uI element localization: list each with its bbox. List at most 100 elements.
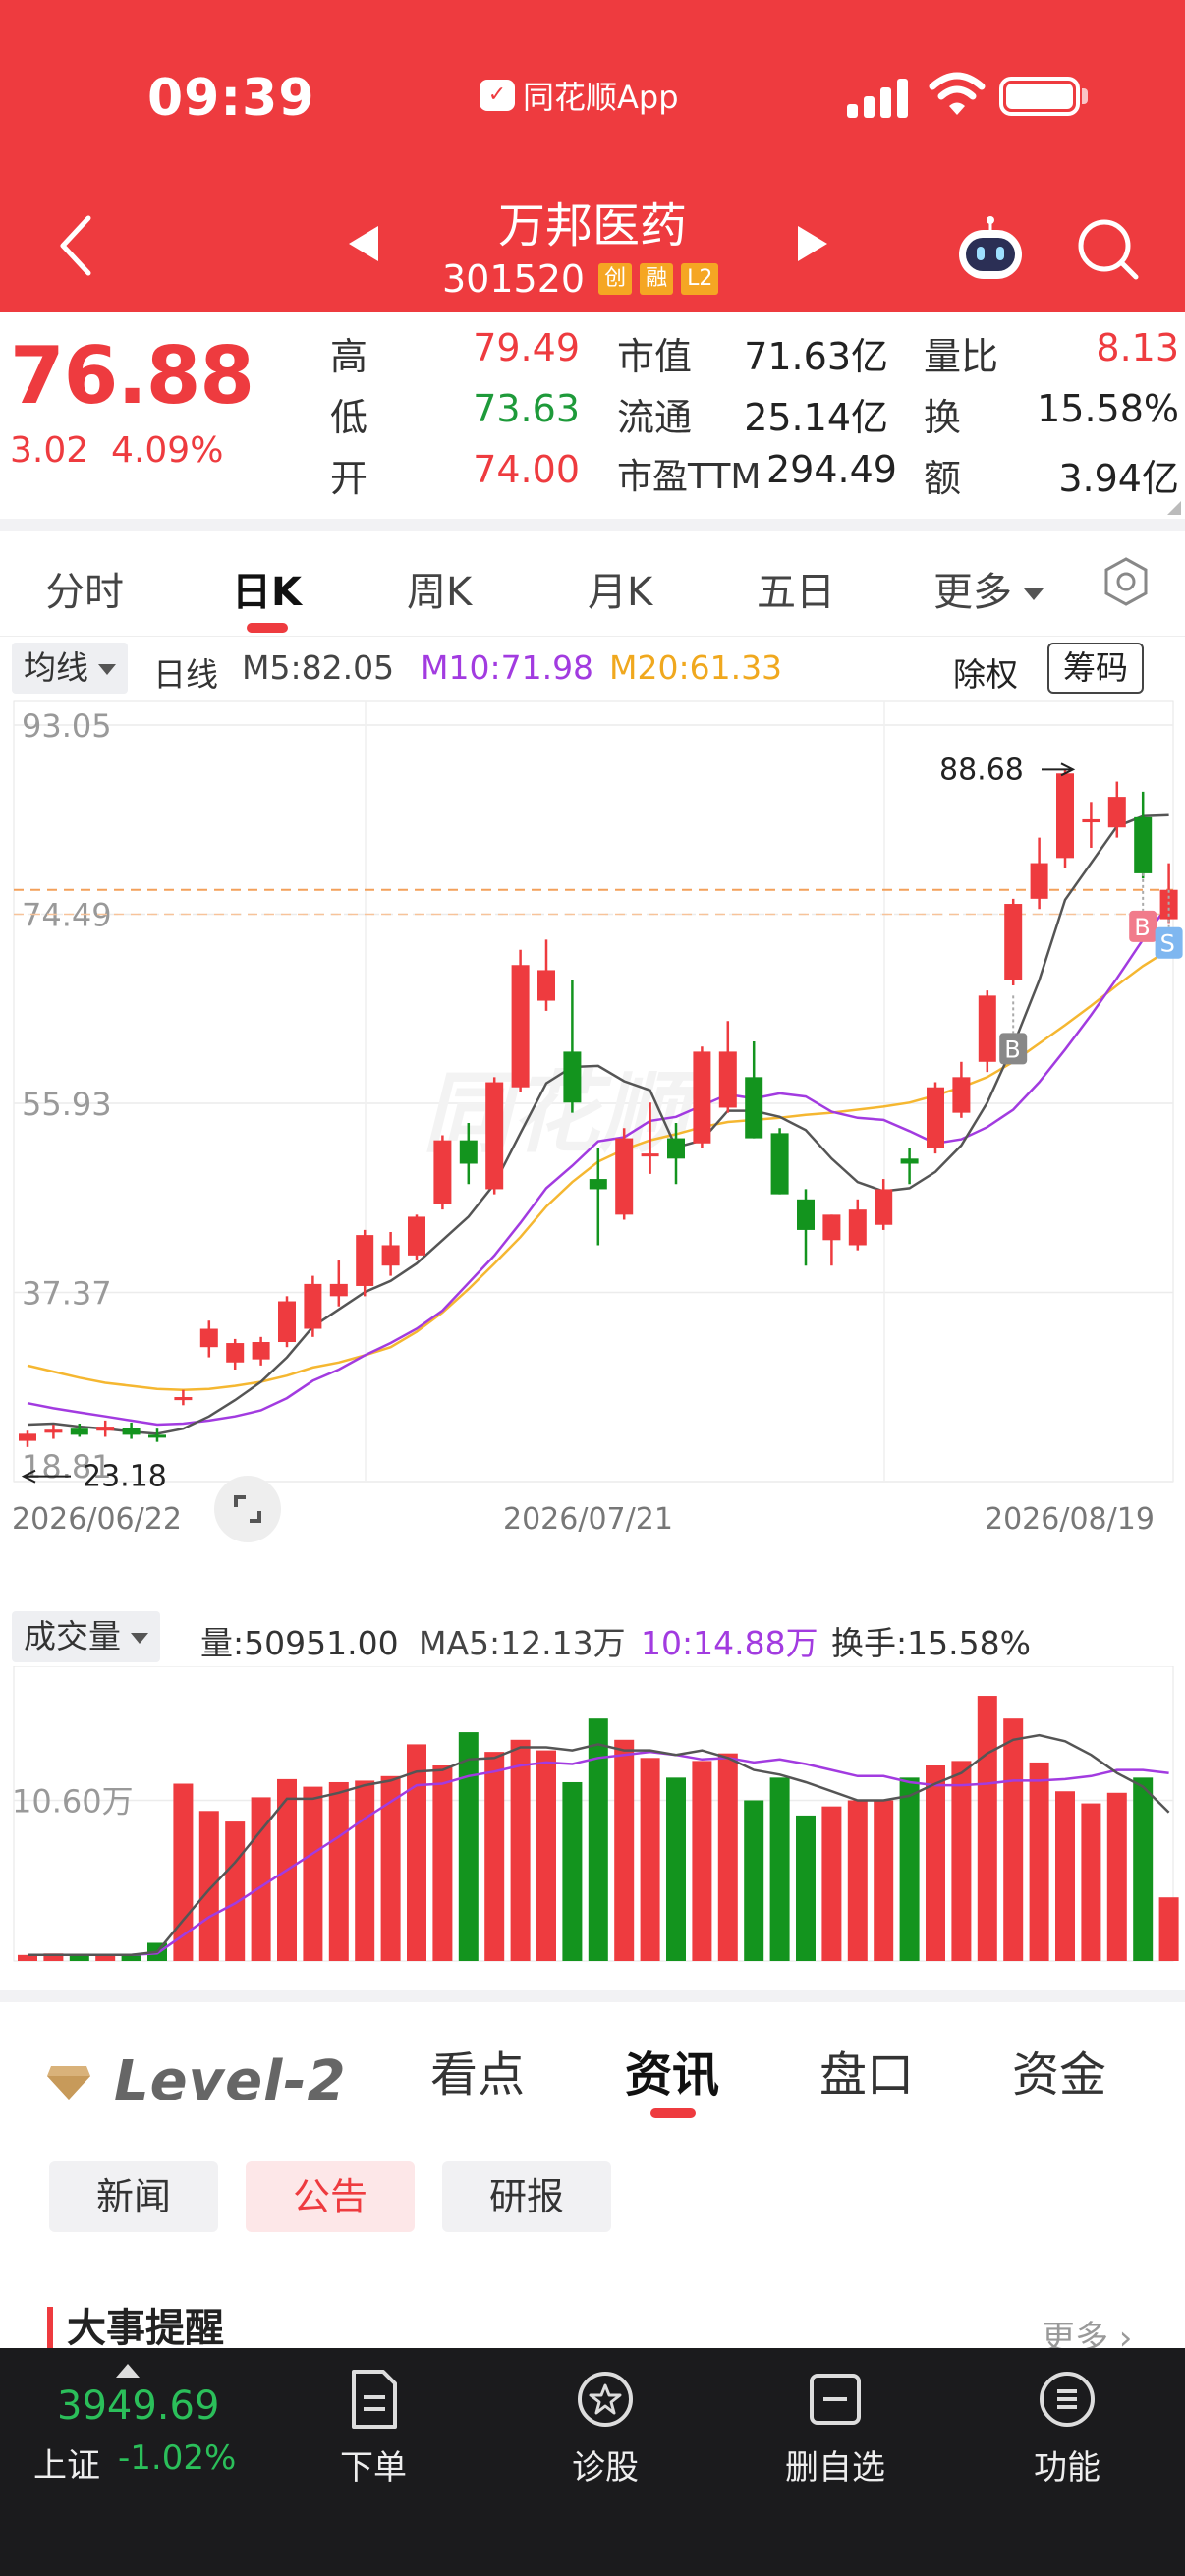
search-icon[interactable] [1075,216,1140,281]
nav-remove-watchlist[interactable]: 删自选 [747,2368,924,2489]
tab-news[interactable]: 资讯 [625,2047,720,2102]
status-time: 09:39 [147,69,315,128]
quote-panel[interactable]: 76.88 3.02 4.09% 高 79.49 低 73.63 开 74.00… [0,312,1185,519]
pe-label: 市盈TTM [617,457,762,497]
volume-indicator-selector[interactable]: 成交量 [12,1611,160,1662]
float-label: 流通 [617,396,693,439]
order-document-icon [352,2370,397,2429]
x-tick-label: 2026/07/21 [503,1502,673,1537]
section-divider [0,519,1185,531]
ma10-value: M10:71.98 [421,648,594,687]
cell-signal-icon [847,77,908,118]
remove-watchlist-icon [810,2374,861,2425]
subtab-announcements[interactable]: 公告 [246,2161,416,2232]
tab-highlights[interactable]: 看点 [430,2047,526,2102]
candle-body [1134,816,1153,873]
tab-weekly-k[interactable]: 周K [407,570,473,615]
volume-bar [484,1752,505,1961]
nav-order[interactable]: 下单 [285,2368,462,2489]
kline-chart[interactable]: 93.0574.4955.9337.3718.81同花顺88.6823.18BB… [0,700,1185,1554]
tag-rong: 融 [640,263,674,295]
subtab-research[interactable]: 研报 [442,2161,612,2232]
tab-orderbook[interactable]: 盘口 [819,2047,915,2102]
level2-logo[interactable]: Level-2 [45,2049,347,2113]
candle-body [1107,797,1126,828]
volume-bar [536,1750,556,1961]
candle-body [226,1343,245,1363]
candle-body [978,995,996,1062]
tab-funds[interactable]: 资金 [1012,2047,1107,2102]
fullscreen-button[interactable] [214,1476,281,1542]
index-value[interactable]: 3949.69 [57,2383,220,2429]
mktcap-value: 71.63亿 [744,335,888,378]
open-value: 74.00 [473,448,580,491]
candle-body [1056,773,1074,859]
candle-body [770,1133,789,1195]
low-value: 73.63 [473,387,580,430]
mktcap-label: 市值 [617,335,693,378]
y-tick-label: 74.49 [22,897,112,934]
candle-body [1082,818,1100,823]
robot-assistant-icon[interactable] [953,216,1028,285]
tab-monthly-k[interactable]: 月K [588,570,653,615]
ma-selector[interactable]: 均线 [12,643,128,694]
change-percent: 4.09% [111,430,224,471]
volume-bar [355,1780,375,1961]
volume-bar [640,1758,660,1961]
volume-ma10: 10:14.88万 [641,1624,818,1662]
app-label-text: 同花顺App [523,79,679,116]
volume-value: 量:50951.00 [200,1624,399,1662]
ex-rights-button[interactable]: 除权 [953,655,1018,694]
candle-body [745,1077,763,1139]
section-divider [0,1990,1185,2002]
nav-diagnose[interactable]: 诊股 [517,2368,694,2489]
tab-more[interactable]: 更多 [933,560,1044,617]
volume-chart[interactable]: 10.60万 [0,1666,1185,1971]
battery-tip [1082,88,1088,104]
volume-bar [328,1781,349,1961]
tab-intraday[interactable]: 分时 [45,570,124,615]
tab-more-label: 更多 [933,570,1012,615]
candle-body [563,1051,582,1103]
candle-body [848,1209,867,1246]
candle-body [148,1434,166,1438]
candle-body [822,1214,841,1241]
volume-selector-label: 成交量 [24,1617,121,1655]
high-value: 79.49 [473,326,580,369]
chip-distribution-button[interactable]: 筹码 [1047,643,1144,694]
candle-body [433,1140,452,1204]
ma-type: 日线 [153,655,218,694]
tab-five-day[interactable]: 五日 [757,570,835,615]
news-tabs: Level-2 看点 资讯 盘口 资金 [0,2014,1185,2132]
volume-bar [926,1765,945,1961]
volume-y-tick: 10.60万 [12,1782,134,1820]
nav-functions[interactable]: 功能 [979,2368,1156,2489]
app-label: ✓ 同花顺App [480,73,679,118]
low-arrow-head [21,1469,36,1484]
expand-icon [234,1495,261,1523]
battery-icon [999,77,1080,116]
chevron-down-icon [1024,588,1044,600]
volume-bar [977,1696,997,1961]
candle-body [122,1428,141,1435]
back-button[interactable] [49,206,108,285]
candle-body [1004,904,1023,980]
turnover-value: 15.58% [1037,387,1179,430]
candle-body [19,1433,36,1441]
high-arrow-head [1060,762,1076,777]
events-title: 大事提醒 [47,2307,224,2350]
candle-body [356,1235,374,1286]
turnover-label: 换 [924,396,962,439]
prev-stock-button[interactable] [349,226,378,261]
candle-body [96,1427,115,1431]
next-stock-button[interactable] [798,226,827,261]
candle-body [537,970,555,1001]
volume-bar [225,1821,246,1961]
settings-hexagon-icon[interactable] [1102,556,1150,607]
subtab-news[interactable]: 新闻 [49,2161,219,2232]
tab-daily-k[interactable]: 日K [232,570,302,615]
x-tick-label: 2026/08/19 [985,1502,1155,1537]
expand-up-icon[interactable] [116,2364,140,2378]
volume-bar [380,1775,401,1961]
change-amount: 3.02 [10,430,89,471]
